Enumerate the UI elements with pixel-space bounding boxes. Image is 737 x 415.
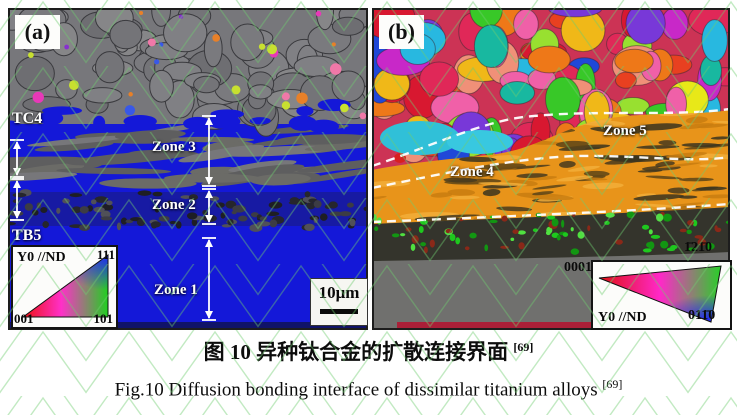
ipf-color-key-cubic: Y0 //ND 111 001 101 — [11, 245, 118, 329]
caption-english-text: Fig.10 Diffusion bonding interface of di… — [114, 379, 603, 401]
scale-bar: 10μm — [310, 278, 368, 326]
label-tb5: TB5 — [12, 227, 42, 244]
panel-a-tag: (a) — [15, 15, 60, 49]
panel-a-micrograph: (a) TC4 TB5 Zone 3 Zone 2 Zone 1 Y0 //ND… — [8, 8, 368, 330]
corner-0001: 0001 — [564, 260, 592, 275]
caption-english: Fig.10 Diffusion bonding interface of di… — [0, 377, 737, 401]
label-zone5: Zone 5 — [603, 123, 647, 139]
panel-b-tag: (b) — [379, 15, 424, 49]
projection-label-a: Y0 //ND — [17, 250, 66, 265]
corner-0110: 011̄0 — [688, 308, 716, 323]
label-tc4: TC4 — [12, 110, 43, 127]
scale-bar-label: 10μm — [318, 283, 360, 302]
corner-1210: 1̄21̄0 — [684, 240, 712, 255]
caption-english-ref: [69] — [602, 377, 623, 391]
label-zone1: Zone 1 — [154, 282, 198, 298]
label-zone3: Zone 3 — [152, 139, 196, 155]
panel-b-micrograph: (b) Zone 5 Zone 4 0001 1̄21̄0 011̄0 Y0 /… — [372, 8, 732, 330]
corner-111: 111 — [96, 247, 115, 262]
label-zone2: Zone 2 — [152, 197, 196, 213]
label-zone4: Zone 4 — [450, 164, 494, 180]
corner-101: 101 — [93, 311, 114, 326]
caption-chinese-text: 图 10 异种钛合金的扩散连接界面 — [203, 340, 514, 364]
scale-bar-line — [320, 309, 358, 314]
projection-label-b: Y0 //ND — [598, 310, 647, 325]
corner-001: 001 — [14, 311, 34, 326]
caption-chinese: 图 10 异种钛合金的扩散连接界面 [69] — [0, 336, 737, 366]
caption-chinese-ref: [69] — [513, 340, 534, 354]
